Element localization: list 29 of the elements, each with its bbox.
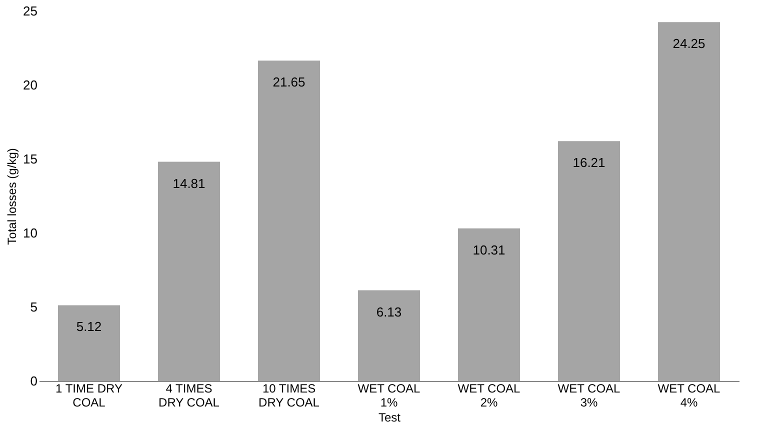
x-tick-label: WET COAL 1%: [358, 382, 421, 410]
bar: [58, 305, 120, 381]
x-tick-label: 1 TIME DRY COAL: [56, 382, 122, 410]
data-label: 5.12: [76, 319, 102, 334]
x-tick-label: WET COAL 3%: [558, 382, 621, 410]
y-tick-label: 15: [23, 152, 38, 166]
y-tick-label: 0: [30, 374, 38, 388]
y-tick-label: 20: [23, 78, 38, 92]
bar: [458, 228, 520, 381]
bar: [658, 22, 720, 381]
y-tick-label: 25: [23, 4, 38, 18]
y-tick-label: 5: [30, 300, 38, 314]
bar: [358, 290, 420, 381]
x-axis-title: Test: [378, 410, 402, 424]
x-tick-label: WET COAL 4%: [658, 382, 721, 410]
x-tick-label: 10 TIMES DRY COAL: [258, 382, 320, 410]
data-label: 10.31: [472, 242, 506, 258]
y-axis-title: Total losses (g/kg): [5, 148, 20, 245]
data-label: 16.21: [572, 155, 606, 170]
data-label: 21.65: [272, 74, 306, 90]
bar: [558, 141, 620, 381]
y-tick-label: 10: [23, 226, 38, 240]
bar: [258, 60, 320, 381]
x-tick-label: WET COAL 2%: [458, 382, 521, 410]
x-tick-label: 4 TIMES DRY COAL: [158, 382, 220, 410]
bar: [158, 162, 220, 381]
data-label: 6.13: [376, 304, 402, 320]
data-label: 24.25: [672, 36, 706, 52]
data-label: 14.81: [172, 176, 206, 191]
